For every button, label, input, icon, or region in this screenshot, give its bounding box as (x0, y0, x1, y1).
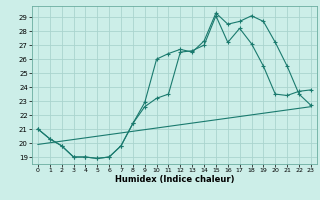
X-axis label: Humidex (Indice chaleur): Humidex (Indice chaleur) (115, 175, 234, 184)
